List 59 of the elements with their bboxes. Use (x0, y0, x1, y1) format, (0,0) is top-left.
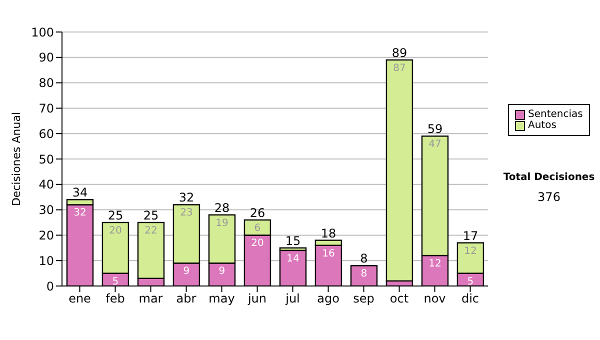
x-tick-label: nov (424, 292, 446, 306)
data-label: 87 (393, 62, 406, 74)
total-label: 34 (72, 186, 88, 200)
y-tick-label: 20 (38, 228, 54, 242)
total-label: 26 (250, 206, 266, 220)
legend-label: Sentencias (528, 109, 583, 120)
total-label: 25 (143, 208, 159, 222)
total-label: 15 (285, 234, 301, 248)
y-tick-label: 0 (46, 279, 54, 294)
total-label: 59 (427, 122, 443, 136)
y-axis-title: Decisiones Anual (10, 112, 23, 206)
y-tick-label: 100 (31, 25, 54, 40)
data-label: 20 (251, 238, 264, 250)
data-label: 12 (428, 258, 442, 270)
x-tick-label: jun (246, 292, 267, 306)
data-label: 20 (109, 226, 122, 236)
y-tick-label: 40 (38, 178, 54, 192)
data-label: 6 (254, 222, 261, 234)
data-label: 23 (180, 208, 193, 219)
data-label: 8 (360, 268, 368, 280)
y-tick-label: 30 (38, 203, 54, 218)
y-tick-label: 50 (38, 152, 54, 166)
x-tick-label: jul (284, 292, 300, 306)
data-label: 22 (144, 226, 158, 236)
x-tick-label: ago (317, 292, 340, 306)
data-label: 14 (286, 253, 300, 264)
x-tick-label: oct (390, 292, 409, 306)
total-label: 8 (360, 252, 368, 266)
bar (386, 59, 414, 282)
data-label: 47 (428, 139, 442, 150)
data-label: 9 (218, 266, 226, 278)
data-label: 5 (467, 276, 474, 288)
total-label: 25 (108, 208, 124, 222)
data-label: 12 (464, 246, 477, 257)
legend-label: Autos (528, 120, 556, 131)
text: 376 (536, 190, 562, 204)
total-label: 32 (178, 190, 194, 205)
text: Total Decisiones (502, 172, 596, 183)
total-label: 17 (462, 228, 478, 243)
x-tick-label: sep (353, 292, 374, 306)
data-label: 32 (74, 208, 86, 219)
y-tick-label: 90 (38, 50, 54, 65)
y-tick-label: 10 (38, 254, 54, 268)
x-tick-label: may (208, 292, 235, 306)
total-label: 28 (214, 200, 230, 215)
data-label: 16 (322, 248, 335, 260)
y-tick-label: 80 (38, 76, 54, 90)
data-label: 19 (216, 218, 228, 229)
x-tick-label: ene (68, 292, 91, 306)
data-label: 5 (112, 276, 119, 288)
total-label: 89 (392, 46, 408, 60)
data-label: 9 (183, 266, 190, 278)
x-tick-label: feb (106, 292, 125, 306)
y-tick-label: 70 (38, 101, 54, 116)
y-tick-label: 60 (38, 126, 54, 141)
x-tick-label: abr (176, 292, 196, 306)
x-tick-label: dic (461, 292, 480, 306)
x-tick-label: mar (138, 292, 163, 306)
total-label: 18 (320, 226, 336, 240)
